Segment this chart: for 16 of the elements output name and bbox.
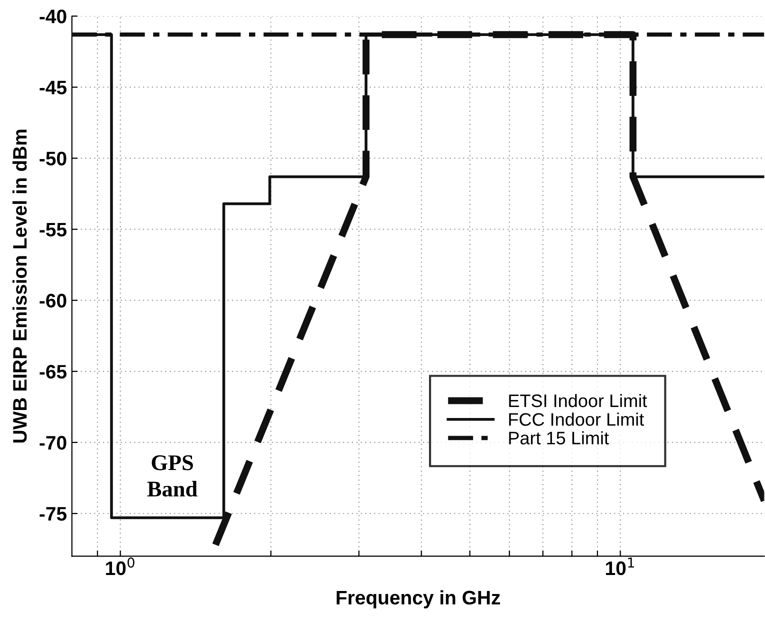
y-tick-label: -70	[40, 436, 66, 450]
y-tick-label: -60	[40, 294, 66, 308]
x-axis-title: Frequency in GHz	[336, 590, 500, 608]
x-tick-label: 10$^{1}$	[606, 558, 634, 576]
legend-label: Part 15 Limit	[509, 431, 609, 444]
y-tick-label: -55	[40, 222, 67, 237]
y-tick-label: -50	[40, 152, 66, 166]
legend-label: FCC Indoor Limit	[509, 412, 644, 426]
y-tick-label: -45	[40, 80, 67, 94]
x-tick-label: 10$^{0}$	[106, 557, 134, 576]
y-tick-label: -65	[40, 364, 67, 379]
annotation: GPS Band	[147, 455, 198, 497]
y-tick-label: -75	[40, 507, 67, 521]
legend-label: ETSI Indoor Limit	[509, 394, 648, 408]
y-tick-label: -40	[40, 10, 66, 24]
y-axis-title: UWB EIRP Emission Level in dBm	[12, 130, 27, 443]
